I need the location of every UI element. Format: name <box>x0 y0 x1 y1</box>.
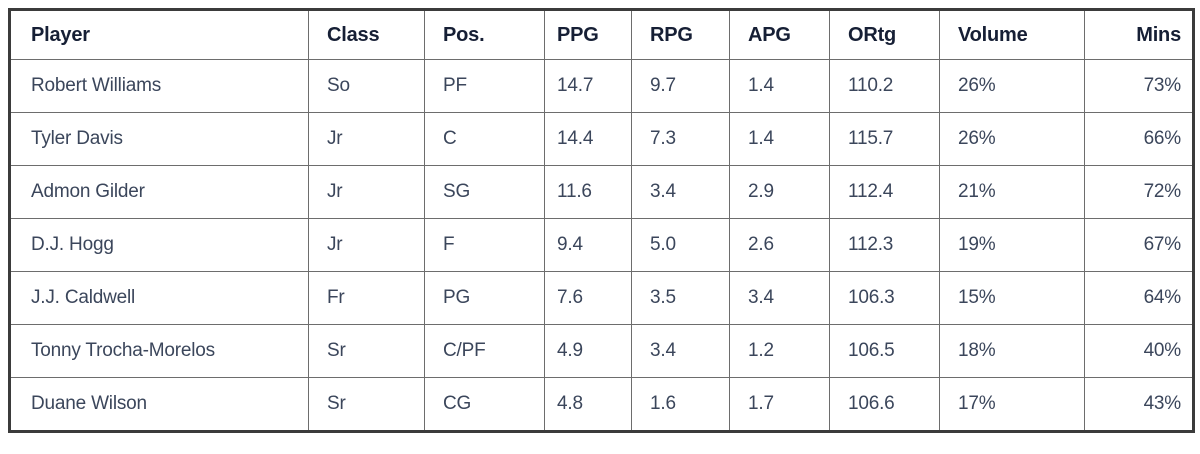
cell-ortg: 106.3 <box>829 271 940 325</box>
player-stats-table-container: Player Class Pos. PPG RPG APG ORtg Volum… <box>8 8 1195 433</box>
cell-player: Tonny Trocha-Morelos <box>9 324 309 378</box>
cell-class: Fr <box>308 271 425 325</box>
cell-pos: CG <box>424 377 545 432</box>
cell-ortg: 106.6 <box>829 377 940 432</box>
cell-apg: 1.4 <box>729 112 830 166</box>
cell-volume: 15% <box>939 271 1085 325</box>
cell-rpg: 7.3 <box>631 112 730 166</box>
cell-ppg: 14.7 <box>544 59 632 113</box>
cell-rpg: 5.0 <box>631 218 730 272</box>
cell-mins: 72% <box>1084 165 1194 219</box>
cell-apg: 1.7 <box>729 377 830 432</box>
cell-player: Admon Gilder <box>9 165 309 219</box>
cell-rpg: 1.6 <box>631 377 730 432</box>
cell-rpg: 3.4 <box>631 324 730 378</box>
table-row: Tonny Trocha-Morelos Sr C/PF 4.9 3.4 1.2… <box>9 324 1194 378</box>
cell-volume: 17% <box>939 377 1085 432</box>
table-row: Duane Wilson Sr CG 4.8 1.6 1.7 106.6 17%… <box>9 377 1194 432</box>
cell-volume: 21% <box>939 165 1085 219</box>
table-row: J.J. Caldwell Fr PG 7.6 3.5 3.4 106.3 15… <box>9 271 1194 325</box>
column-header-mins: Mins <box>1084 9 1194 60</box>
cell-class: Sr <box>308 324 425 378</box>
column-header-player: Player <box>9 9 309 60</box>
cell-apg: 2.9 <box>729 165 830 219</box>
cell-ppg: 7.6 <box>544 271 632 325</box>
cell-mins: 40% <box>1084 324 1194 378</box>
column-header-apg: APG <box>729 9 830 60</box>
cell-class: So <box>308 59 425 113</box>
cell-ortg: 110.2 <box>829 59 940 113</box>
cell-pos: F <box>424 218 545 272</box>
cell-apg: 1.4 <box>729 59 830 113</box>
column-header-rpg: RPG <box>631 9 730 60</box>
cell-ppg: 14.4 <box>544 112 632 166</box>
cell-volume: 19% <box>939 218 1085 272</box>
cell-apg: 3.4 <box>729 271 830 325</box>
cell-rpg: 3.4 <box>631 165 730 219</box>
column-header-ppg: PPG <box>544 9 632 60</box>
cell-class: Jr <box>308 218 425 272</box>
cell-volume: 26% <box>939 112 1085 166</box>
cell-player: Tyler Davis <box>9 112 309 166</box>
cell-ortg: 112.3 <box>829 218 940 272</box>
column-header-pos: Pos. <box>424 9 545 60</box>
player-stats-table: Player Class Pos. PPG RPG APG ORtg Volum… <box>8 8 1195 433</box>
cell-player: J.J. Caldwell <box>9 271 309 325</box>
cell-pos: SG <box>424 165 545 219</box>
cell-mins: 43% <box>1084 377 1194 432</box>
column-header-class: Class <box>308 9 425 60</box>
cell-ppg: 11.6 <box>544 165 632 219</box>
cell-apg: 2.6 <box>729 218 830 272</box>
cell-volume: 26% <box>939 59 1085 113</box>
column-header-volume: Volume <box>939 9 1085 60</box>
cell-pos: C <box>424 112 545 166</box>
cell-rpg: 9.7 <box>631 59 730 113</box>
cell-class: Jr <box>308 165 425 219</box>
cell-player: Duane Wilson <box>9 377 309 432</box>
table-row: Robert Williams So PF 14.7 9.7 1.4 110.2… <box>9 59 1194 113</box>
cell-apg: 1.2 <box>729 324 830 378</box>
cell-pos: C/PF <box>424 324 545 378</box>
cell-ppg: 4.9 <box>544 324 632 378</box>
cell-player: D.J. Hogg <box>9 218 309 272</box>
cell-rpg: 3.5 <box>631 271 730 325</box>
table-row: D.J. Hogg Jr F 9.4 5.0 2.6 112.3 19% 67% <box>9 218 1194 272</box>
cell-pos: PF <box>424 59 545 113</box>
table-row: Tyler Davis Jr C 14.4 7.3 1.4 115.7 26% … <box>9 112 1194 166</box>
cell-mins: 73% <box>1084 59 1194 113</box>
cell-ppg: 4.8 <box>544 377 632 432</box>
cell-class: Sr <box>308 377 425 432</box>
column-header-ortg: ORtg <box>829 9 940 60</box>
cell-mins: 67% <box>1084 218 1194 272</box>
table-row: Admon Gilder Jr SG 11.6 3.4 2.9 112.4 21… <box>9 165 1194 219</box>
cell-ortg: 112.4 <box>829 165 940 219</box>
cell-class: Jr <box>308 112 425 166</box>
cell-mins: 66% <box>1084 112 1194 166</box>
cell-mins: 64% <box>1084 271 1194 325</box>
cell-ortg: 115.7 <box>829 112 940 166</box>
cell-player: Robert Williams <box>9 59 309 113</box>
header-row: Player Class Pos. PPG RPG APG ORtg Volum… <box>9 9 1194 60</box>
cell-volume: 18% <box>939 324 1085 378</box>
cell-ortg: 106.5 <box>829 324 940 378</box>
cell-pos: PG <box>424 271 545 325</box>
cell-ppg: 9.4 <box>544 218 632 272</box>
